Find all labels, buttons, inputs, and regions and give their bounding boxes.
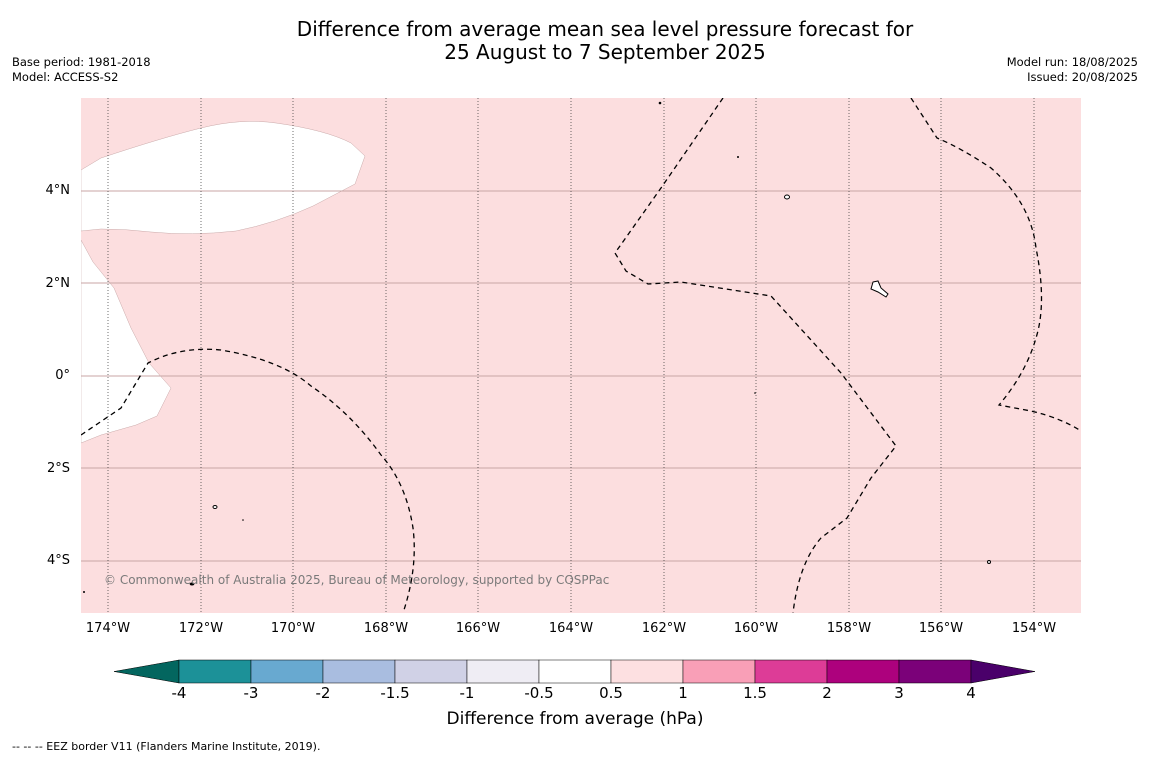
lat-label: 2°N [45, 276, 71, 291]
colorbar-tick: 4 [966, 684, 976, 702]
eez-border-central [614, 98, 897, 613]
copyright-notice: © Commonwealth of Australia 2025, Bureau… [104, 573, 610, 587]
lon-label: 158°W [826, 621, 872, 636]
neutral-region-west [81, 239, 172, 444]
lon-label: 172°W [178, 621, 224, 636]
colorbar-tick: -4 [171, 684, 187, 702]
colorbar-segment [178, 659, 252, 684]
colorbar-segment [322, 659, 396, 684]
island-dots [83, 101, 756, 593]
island [83, 591, 85, 593]
island [242, 519, 244, 521]
model-name: Model: ACCESS-S2 [12, 70, 119, 84]
colorbar-extend-high [970, 659, 1036, 684]
island [987, 560, 991, 564]
island [784, 194, 790, 200]
lon-label: 156°W [918, 621, 964, 636]
map-title: Difference from average mean sea level p… [200, 18, 1010, 64]
lon-label: 170°W [270, 621, 316, 636]
title-line-2: 25 August to 7 September 2025 [444, 40, 766, 64]
island [737, 156, 739, 158]
colorbar-segment [826, 659, 900, 684]
colorbar-segment [538, 659, 612, 684]
eez-legend-note: -- -- -- EEZ border V11 (Flanders Marine… [12, 740, 321, 753]
eez-borders [81, 98, 1081, 613]
colorbar-segment [250, 659, 324, 684]
lon-label: 168°W [363, 621, 409, 636]
lon-label: 160°W [733, 621, 779, 636]
colorbar-title: Difference from average (hPa) [446, 709, 704, 729]
island [189, 582, 195, 586]
colorbar-tick: -1.5 [380, 684, 410, 702]
colorbar-tick: 0.5 [599, 684, 623, 702]
lon-label: 162°W [641, 621, 687, 636]
colorbar-tick: 1.5 [743, 684, 767, 702]
latitude-gridlines [81, 190, 1081, 562]
lat-label: 4°S [46, 553, 70, 568]
model-run: Model run: 18/08/2025 [1006, 55, 1138, 69]
map-svg [81, 98, 1081, 613]
island [658, 101, 662, 105]
neutral-region-north [81, 121, 366, 235]
colorbar-tick: 2 [822, 684, 832, 702]
colorbar-segment [682, 659, 756, 684]
title-line-1: Difference from average mean sea level p… [296, 17, 914, 41]
colorbar-tick: -0.5 [524, 684, 554, 702]
lon-label: 154°W [1011, 621, 1057, 636]
colorbar-segment [394, 659, 468, 684]
colorbar [114, 659, 1036, 684]
colorbar-tick: -1 [459, 684, 475, 702]
colorbar-segment [466, 659, 540, 684]
colorbar-tick: -3 [243, 684, 259, 702]
lon-label: 164°W [548, 621, 594, 636]
colorbar-tick: 1 [678, 684, 688, 702]
lat-label: 4°N [45, 183, 71, 198]
base-info: Base period: 1981-2018 Model: ACCESS-S2 [12, 55, 151, 85]
island [754, 392, 756, 394]
longitude-gridlines [107, 98, 1035, 613]
colorbar-extend-low [114, 659, 180, 684]
lon-label: 166°W [455, 621, 501, 636]
colorbar-segment [610, 659, 684, 684]
island [870, 280, 889, 298]
colorbar-tick: -2 [315, 684, 331, 702]
issued-date: Issued: 20/08/2025 [1027, 70, 1138, 84]
lat-label: 2°S [46, 461, 70, 476]
islands [212, 194, 991, 564]
colorbar-tick: 3 [894, 684, 904, 702]
eez-border-west [81, 348, 415, 613]
run-info: Model run: 18/08/2025 Issued: 20/08/2025 [1007, 55, 1138, 85]
colorbar-segment [898, 659, 972, 684]
lon-label: 174°W [85, 621, 131, 636]
lat-label: 0° [55, 368, 70, 383]
base-period: Base period: 1981-2018 [12, 55, 151, 69]
island [212, 505, 218, 509]
colorbar-segment [754, 659, 828, 684]
map-panel [81, 98, 1081, 613]
